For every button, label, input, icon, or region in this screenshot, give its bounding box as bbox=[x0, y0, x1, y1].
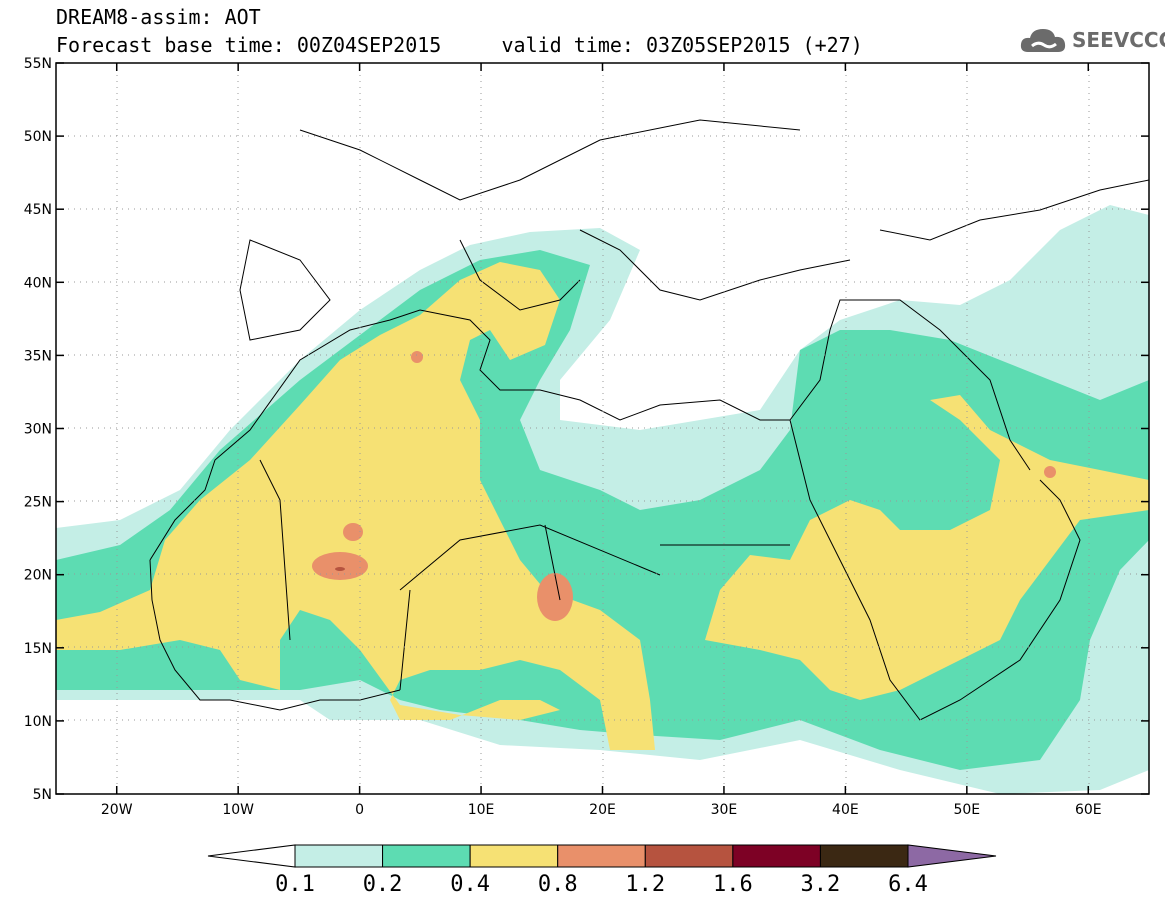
latitude-axis: 55N 50N 45N 40N 35N 30N 25N 20N 15N 10N 5N bbox=[24, 56, 1149, 803]
colorbar-label: 0.8 bbox=[538, 872, 578, 897]
colorbar-label: 3.2 bbox=[801, 872, 841, 897]
colorbar-segment bbox=[732, 844, 821, 868]
colorbar-segment bbox=[294, 844, 384, 868]
forecast-time-info: Forecast base time: 00Z04SEP2015 valid t… bbox=[56, 33, 863, 57]
lat-tick-label: 5N bbox=[33, 787, 52, 803]
lat-tick-label: 20N bbox=[24, 568, 52, 584]
aot-level-1.2-spot bbox=[335, 567, 345, 571]
aot-level-0.8-spot bbox=[411, 351, 423, 363]
colorbar-label: 0.4 bbox=[450, 872, 490, 897]
cloud-icon bbox=[1020, 29, 1066, 52]
lat-tick-label: 25N bbox=[24, 495, 52, 511]
lon-tick-label: 0 bbox=[355, 802, 364, 818]
lat-tick-label: 15N bbox=[24, 641, 52, 657]
aot-level-0.8-spot bbox=[537, 573, 573, 621]
colorbar-label: 1.6 bbox=[713, 872, 753, 897]
lat-tick-label: 40N bbox=[24, 275, 52, 291]
lat-tick-label: 10N bbox=[24, 714, 52, 730]
lon-tick-label: 10W bbox=[222, 802, 254, 818]
lon-tick-label: 30E bbox=[711, 802, 738, 818]
aot-level-0.4-region-west bbox=[56, 262, 655, 750]
colorbar-segment bbox=[469, 844, 559, 868]
aot-level-0.4-region-east bbox=[705, 395, 1149, 700]
gridlines bbox=[56, 63, 1149, 794]
lat-tick-label: 30N bbox=[24, 422, 52, 438]
lon-tick-label: 60E bbox=[1075, 802, 1102, 818]
colorbar-label: 1.2 bbox=[625, 872, 665, 897]
longitude-axis: 20W 10W 0 10E 20E 30E 40E 50E 60E bbox=[101, 63, 1102, 818]
logo-text: SEEVCCC bbox=[1072, 28, 1165, 52]
lon-tick-label: 20W bbox=[101, 802, 133, 818]
lon-tick-label: 40E bbox=[832, 802, 859, 818]
lon-tick-label: 50E bbox=[953, 802, 980, 818]
aot-level-0.8-spot bbox=[343, 523, 363, 541]
colorbar: 0.1 0.2 0.4 0.8 1.2 1.6 3.2 6.4 bbox=[207, 844, 997, 897]
colorbar-arrow-low bbox=[207, 844, 296, 868]
colorbar-segment bbox=[819, 844, 909, 868]
colorbar-segment bbox=[382, 844, 471, 868]
aot-field bbox=[56, 205, 1149, 794]
colorbar-arrow-high bbox=[907, 844, 997, 868]
colorbar-label: 6.4 bbox=[888, 872, 928, 897]
lat-tick-label: 55N bbox=[24, 56, 52, 72]
aot-level-0.8-spot bbox=[1044, 466, 1056, 478]
lat-tick-label: 50N bbox=[24, 129, 52, 145]
seevccc-logo: SEEVCCC bbox=[1018, 24, 1165, 58]
lon-tick-label: 10E bbox=[468, 802, 495, 818]
colorbar-label: 0.1 bbox=[275, 872, 315, 897]
map-title: DREAM8-assim: AOT bbox=[56, 5, 261, 29]
colorbar-label: 0.2 bbox=[363, 872, 403, 897]
colorbar-segment bbox=[644, 844, 734, 868]
aot-level-0.8-spot bbox=[312, 552, 368, 580]
lon-tick-label: 20E bbox=[589, 802, 616, 818]
colorbar-segment bbox=[557, 844, 646, 868]
lat-tick-label: 45N bbox=[24, 202, 52, 218]
lat-tick-label: 35N bbox=[24, 348, 52, 364]
